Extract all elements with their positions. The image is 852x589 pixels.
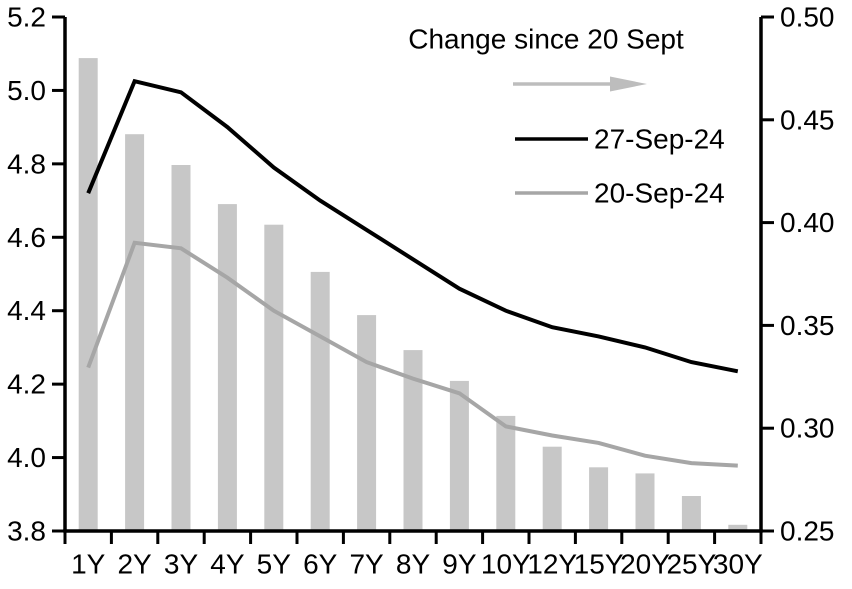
x-axis-label-30Y: 30Y [713,549,763,580]
bar-change-1Y [78,58,98,531]
bar-change-5Y [264,224,284,531]
right-axis-tick-label: 0.25 [780,516,835,547]
left-axis-tick-label: 4.2 [7,369,46,400]
x-axis-label-4Y: 4Y [210,549,245,580]
left-axis-tick-label: 5.2 [7,2,46,33]
right-axis-tick-label: 0.30 [780,413,835,444]
x-axis-label-1Y: 1Y [71,549,106,580]
left-axis-tick-label: 4.0 [7,442,46,473]
change-arrow-icon [513,76,647,92]
x-axis-label-20Y: 20Y [620,549,670,580]
bar-change-6Y [310,271,330,531]
right-axis-tick-label: 0.35 [780,310,835,341]
x-axis-label-3Y: 3Y [164,549,199,580]
x-axis-label-7Y: 7Y [349,549,384,580]
plot-area: 5.2 5.0 4.8 4.6 4.4 4.2 4.0 3.8 0.50 0.45 0.40 0.35… [7,2,834,580]
line-27-Sep-24 [86,78,739,374]
bar-change-4Y [217,204,237,531]
bar-change-12Y [542,446,562,531]
x-axis-label-8Y: 8Y [396,549,431,580]
x-axis-label-15Y: 15Y [574,549,624,580]
bar-change-15Y [589,467,609,531]
x-axis-label-10Y: 10Y [481,549,531,580]
x-axis-label-12Y: 12Y [527,549,577,580]
right-axis-tick-label: 0.40 [780,207,835,238]
legend: Change since 20 Sept 27-Sep-24 20-Sep-24 [408,24,725,209]
x-axis-label-9Y: 9Y [442,549,477,580]
left-axis-tick-label: 3.8 [7,516,46,547]
left-axis-tick-label: 4.4 [7,295,46,326]
bar-change-9Y [449,380,469,531]
legend-label-27sep: 27-Sep-24 [594,124,725,155]
right-axis-tick-label: 0.45 [780,104,835,135]
left-axis-tick-label: 4.6 [7,222,46,253]
bar-change-25Y [681,496,701,531]
bar-change-7Y [357,315,377,531]
right-axis-tick-label: 0.50 [780,2,835,33]
bar-change-20Y [635,473,655,531]
x-axis-label-6Y: 6Y [303,549,338,580]
left-axis-tick-label: 4.8 [7,148,46,179]
x-axis-label-2Y: 2Y [117,549,152,580]
bar-change-30Y [728,524,748,531]
arrow-head [610,76,647,92]
line-20-Sep-24 [86,240,738,468]
legend-label-20sep: 20-Sep-24 [594,178,725,209]
legend-title: Change since 20 Sept [408,24,684,55]
x-axis-label-5Y: 5Y [257,549,292,580]
bar-change-3Y [171,165,191,531]
bar-change-8Y [403,350,423,531]
bar-change-2Y [125,134,145,531]
left-axis-tick-label: 5.0 [7,75,46,106]
x-axis-label-25Y: 25Y [666,549,716,580]
bar-change-10Y [496,415,516,531]
